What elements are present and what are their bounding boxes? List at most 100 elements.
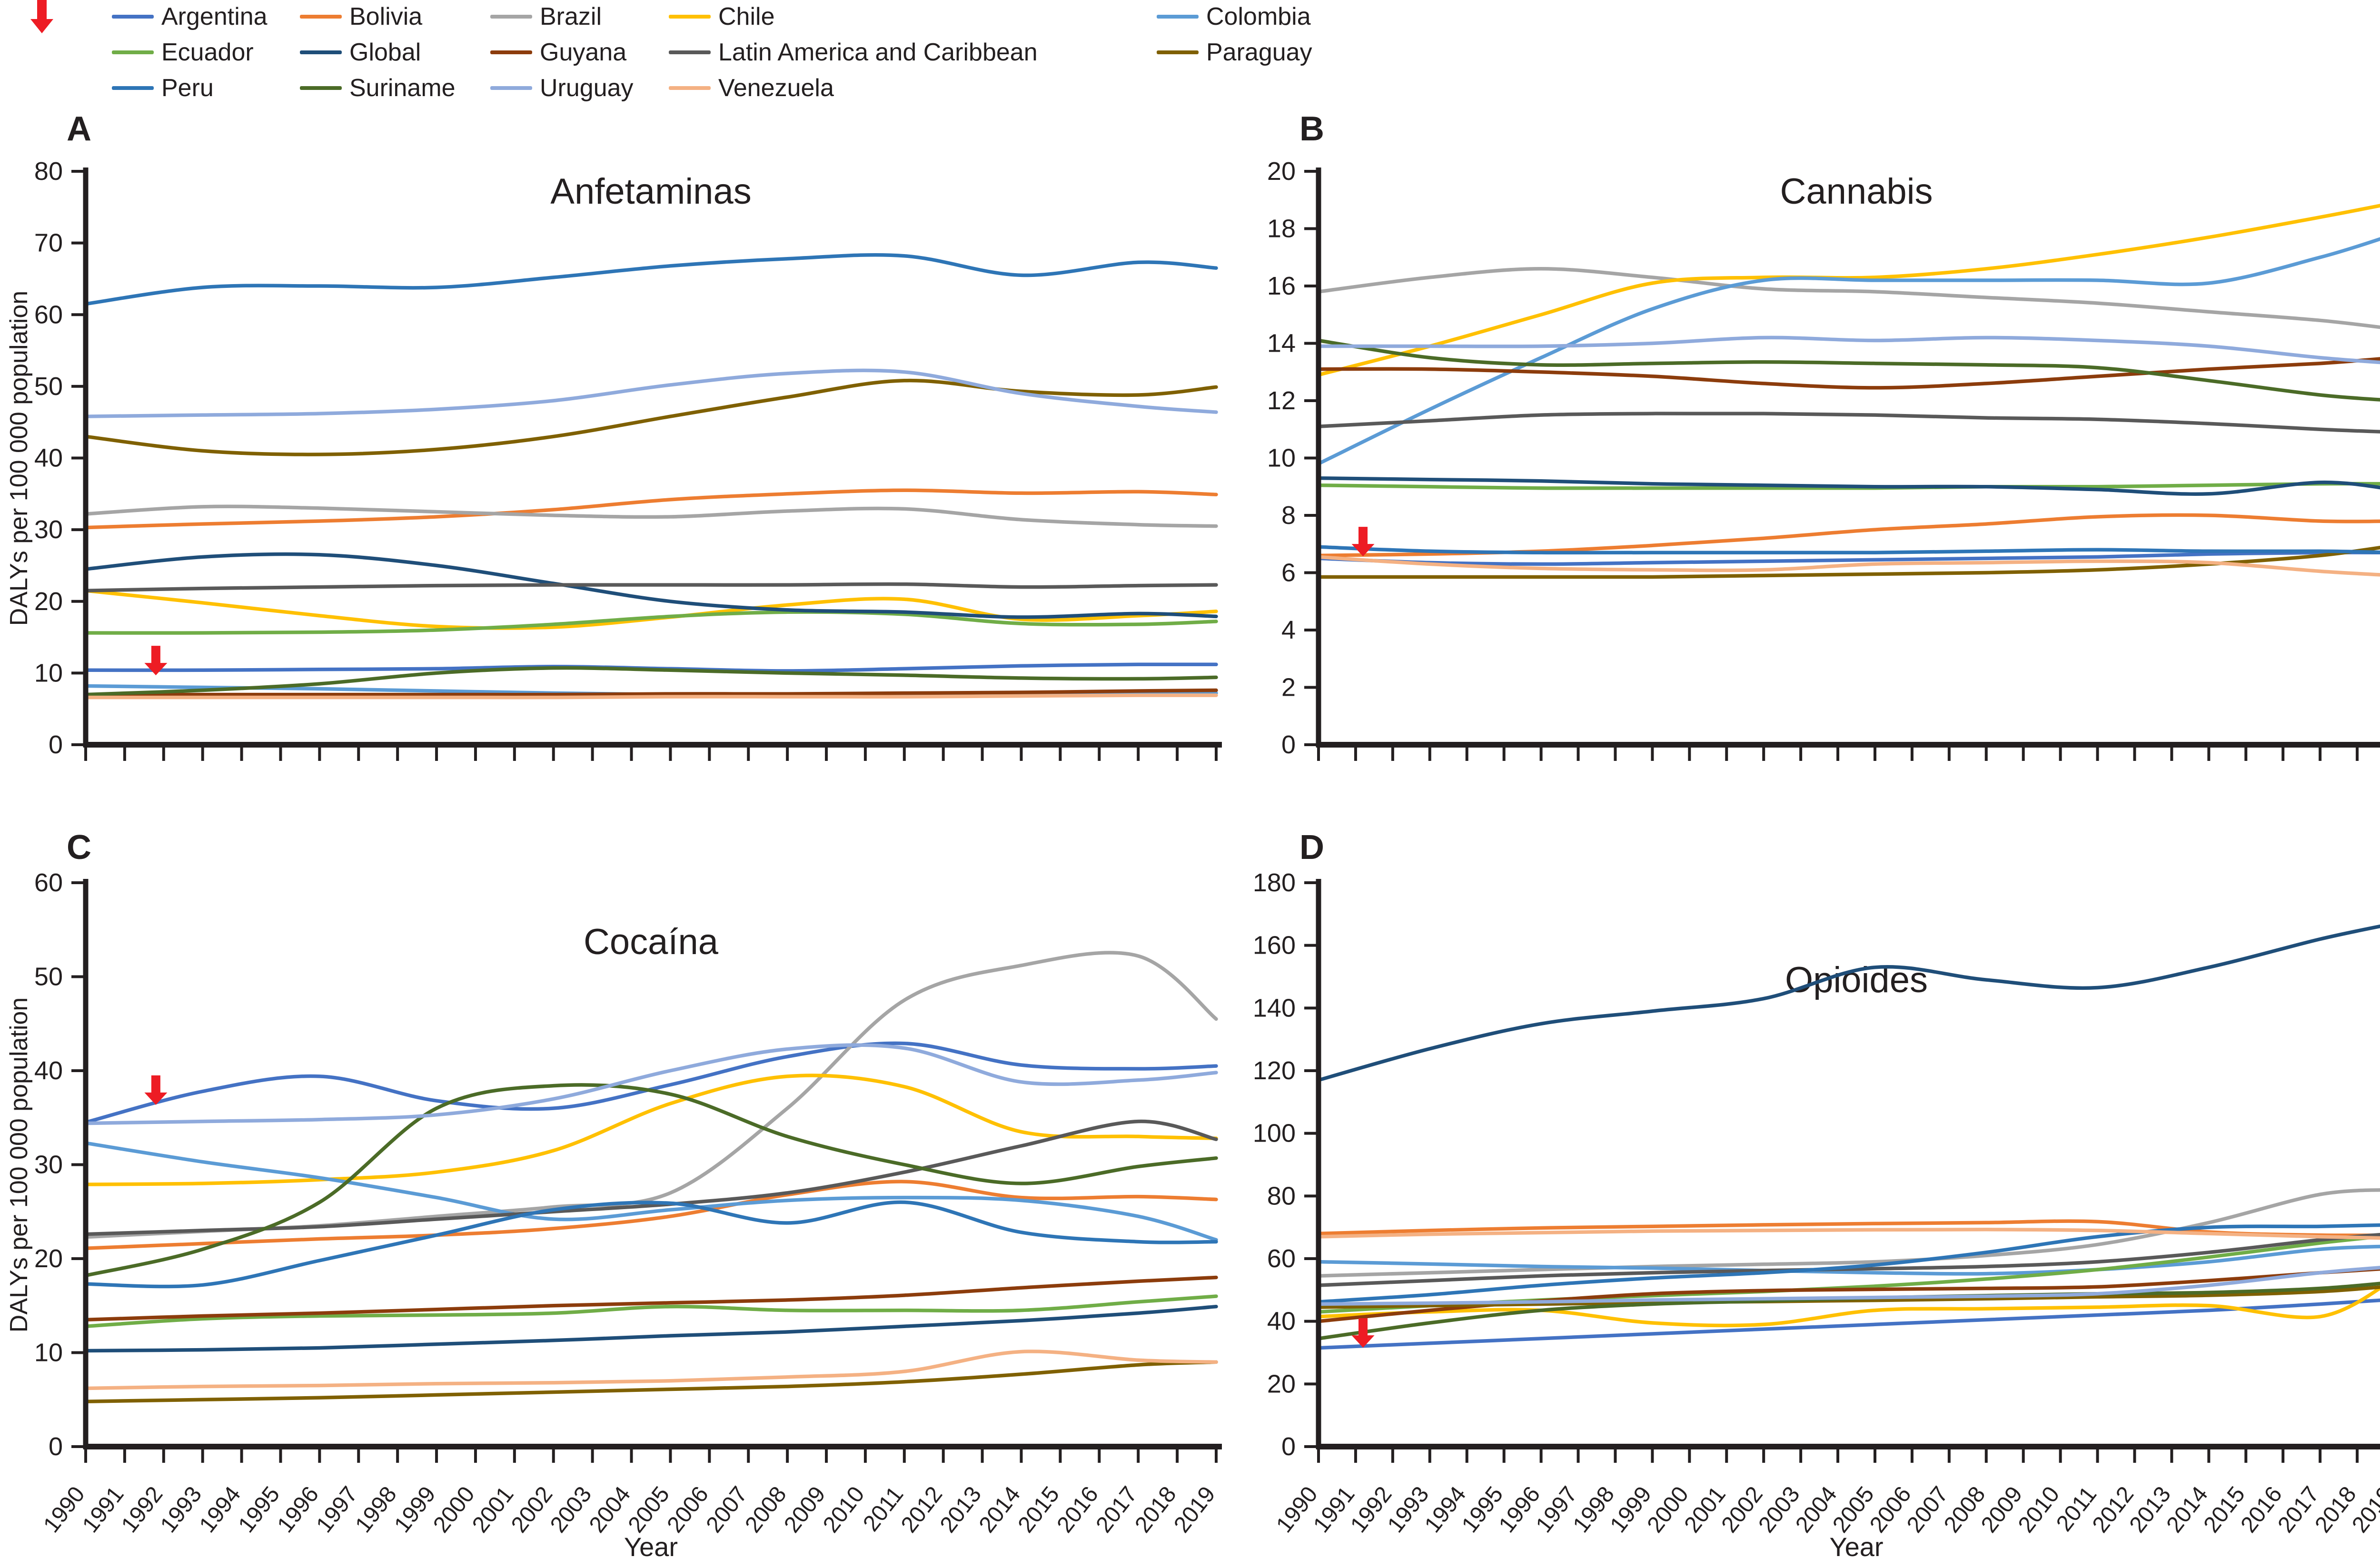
x-tick-label: 2006 [1865, 1482, 1916, 1537]
x-tick-label: 2011 [2052, 1482, 2102, 1536]
legend: Argentina Bolivia Brazil Chile Colombia Ecuad… [0, 0, 2380, 109]
series-line-argentina [84, 1041, 1218, 1124]
series-line-uruguay [84, 1043, 1218, 1125]
legend-swatch-chile [669, 15, 711, 19]
y-tick-label: 0 [1281, 1432, 1296, 1461]
y-tick-label: 18 [1267, 215, 1296, 243]
x-tick-label: 1994 [1420, 1482, 1471, 1537]
series-line-argentina [1317, 551, 2380, 566]
x-tick-label: 2015 [1013, 1482, 1065, 1537]
x-axis-title: Year [1829, 1532, 1883, 1562]
x-tick-label: 2011 [858, 1482, 908, 1536]
series-line-latin-america-and-caribbean [84, 582, 1218, 592]
panel-title-opioides: Opioides [1785, 960, 1928, 1000]
series-line-venezuela [84, 693, 1218, 700]
x-tick-label: 1999 [389, 1482, 441, 1537]
y-tick-label: 20 [34, 1244, 63, 1273]
x-tick-label: 2014 [2162, 1482, 2213, 1537]
legend-swatch-guyana [490, 50, 532, 54]
x-tick-label: 2009 [1976, 1482, 2028, 1537]
x-tick-label: 1995 [234, 1482, 285, 1537]
series-lines [84, 253, 1218, 700]
x-tick-label: 2010 [2013, 1482, 2065, 1537]
series-line-peru [84, 253, 1218, 306]
x-tick-label: 2015 [2199, 1482, 2250, 1537]
y-tick-label: 2 [1281, 673, 1296, 702]
x-ticks-and-labels: 1990199119921993199419951996199719981999… [1271, 1447, 2380, 1537]
y-tick-label: 10 [34, 659, 63, 687]
legend-label: Brazil [540, 3, 602, 30]
series-line-suriname [1317, 338, 2380, 402]
y-tick-label: 14 [1267, 329, 1296, 358]
legend-swatch-colombia [1157, 15, 1199, 19]
legend-item-brazil: Brazil [490, 2, 602, 31]
series-line-chile [1317, 1286, 2380, 1328]
x-tick-label: 2004 [585, 1482, 636, 1537]
legend-red-arrow [30, 0, 53, 33]
legend-swatch-latin-america-and-caribbean [669, 50, 711, 54]
x-tick-label: 2002 [506, 1482, 558, 1537]
x-tick-label: 1993 [156, 1482, 207, 1537]
series-line-suriname [84, 1083, 1218, 1278]
y-tick-label: 8 [1281, 501, 1296, 530]
series-line-chile [84, 589, 1218, 630]
series-line-ecuador [84, 1294, 1218, 1328]
x-tick-label: 2013 [935, 1482, 987, 1537]
panel-title-anfetaminas: Anfetaminas [550, 171, 751, 212]
legend-label: Suriname [349, 74, 456, 102]
y-ticks-and-labels: 0 2 4 6 8 10 12 14 16 18 20 [1267, 157, 1319, 759]
legend-swatch-bolivia [300, 15, 342, 19]
legend-swatch-uruguay [490, 86, 532, 90]
legend-item-bolivia: Bolivia [300, 2, 422, 31]
x-tick-label: 2014 [974, 1482, 1026, 1537]
x-tick-label: 2019 [1169, 1482, 1220, 1537]
x-tick-label: 1998 [1568, 1482, 1620, 1537]
panel-c-cocaina-chart: CCocaína01020304050601990199119921993199… [34, 828, 1222, 1562]
panel-d-opioides-chart: DOpioides0204060801001201401601801990199… [1253, 828, 2380, 1562]
x-tick-label: 1996 [273, 1482, 324, 1537]
series-line-guyana [1317, 357, 2380, 390]
panel-b-cannabis-chart: B Cannabis 0 2 4 6 8 10 12 14 16 18 20 [1267, 110, 2380, 761]
series-line-bolivia [84, 1180, 1218, 1251]
x-tick-label: 2012 [2088, 1482, 2139, 1537]
x-tick-label: 2005 [1828, 1482, 1879, 1537]
y-tick-label: 10 [1267, 444, 1296, 473]
legend-item-paraguay: Paraguay [1157, 38, 1312, 67]
series-line-paraguay [1317, 1285, 2380, 1309]
legend-item-suriname: Suriname [300, 73, 456, 103]
x-tick-label: 2000 [1642, 1482, 1694, 1537]
x-tick-label: 1996 [1494, 1482, 1546, 1537]
series-line-argentina [1317, 1298, 2380, 1350]
x-tick-label: 2003 [1754, 1482, 1805, 1537]
y-tick-label: 40 [1267, 1307, 1296, 1336]
y-tick-label: 40 [34, 1056, 63, 1085]
series-line-venezuela [1317, 1228, 2380, 1240]
series-line-colombia [1317, 237, 2380, 466]
x-tick-label: 2016 [1052, 1482, 1103, 1537]
panel-a-anfetaminas-chart: A Anfetaminas 0 10 20 30 40 50 60 70 80 [34, 110, 1222, 761]
panel-letter-b: B [1299, 110, 1324, 148]
y-tick-label: 20 [1267, 1370, 1296, 1398]
legend-label: Uruguay [540, 74, 634, 102]
x-axis-title: Year [624, 1532, 678, 1562]
legend-swatch-paraguay [1157, 50, 1199, 54]
series-line-brazil [1317, 267, 2380, 329]
y-tick-label: 30 [34, 515, 63, 544]
y-tick-label: 140 [1253, 994, 1296, 1022]
x-tick-label: 2010 [818, 1482, 870, 1537]
x-tick-label: 1998 [350, 1482, 402, 1537]
y-tick-label: 160 [1253, 931, 1296, 960]
series-line-guyana [84, 1275, 1218, 1322]
y-tick-label: 70 [34, 229, 63, 257]
x-tick-label: 2008 [740, 1482, 792, 1537]
legend-item-global: Global [300, 38, 421, 67]
x-tick-label: 2004 [1791, 1482, 1842, 1537]
series-lines [1317, 204, 2380, 579]
legend-swatch-global [300, 50, 342, 54]
legend-swatch-venezuela [669, 86, 711, 90]
y-ticks-and-labels: 0 10 20 30 40 50 60 70 80 [34, 157, 86, 759]
series-line-uruguay [1317, 1266, 2380, 1306]
x-tick-label: 1991 [78, 1482, 129, 1537]
legend-label: Ecuador [161, 39, 254, 66]
legend-label: Global [349, 39, 421, 66]
